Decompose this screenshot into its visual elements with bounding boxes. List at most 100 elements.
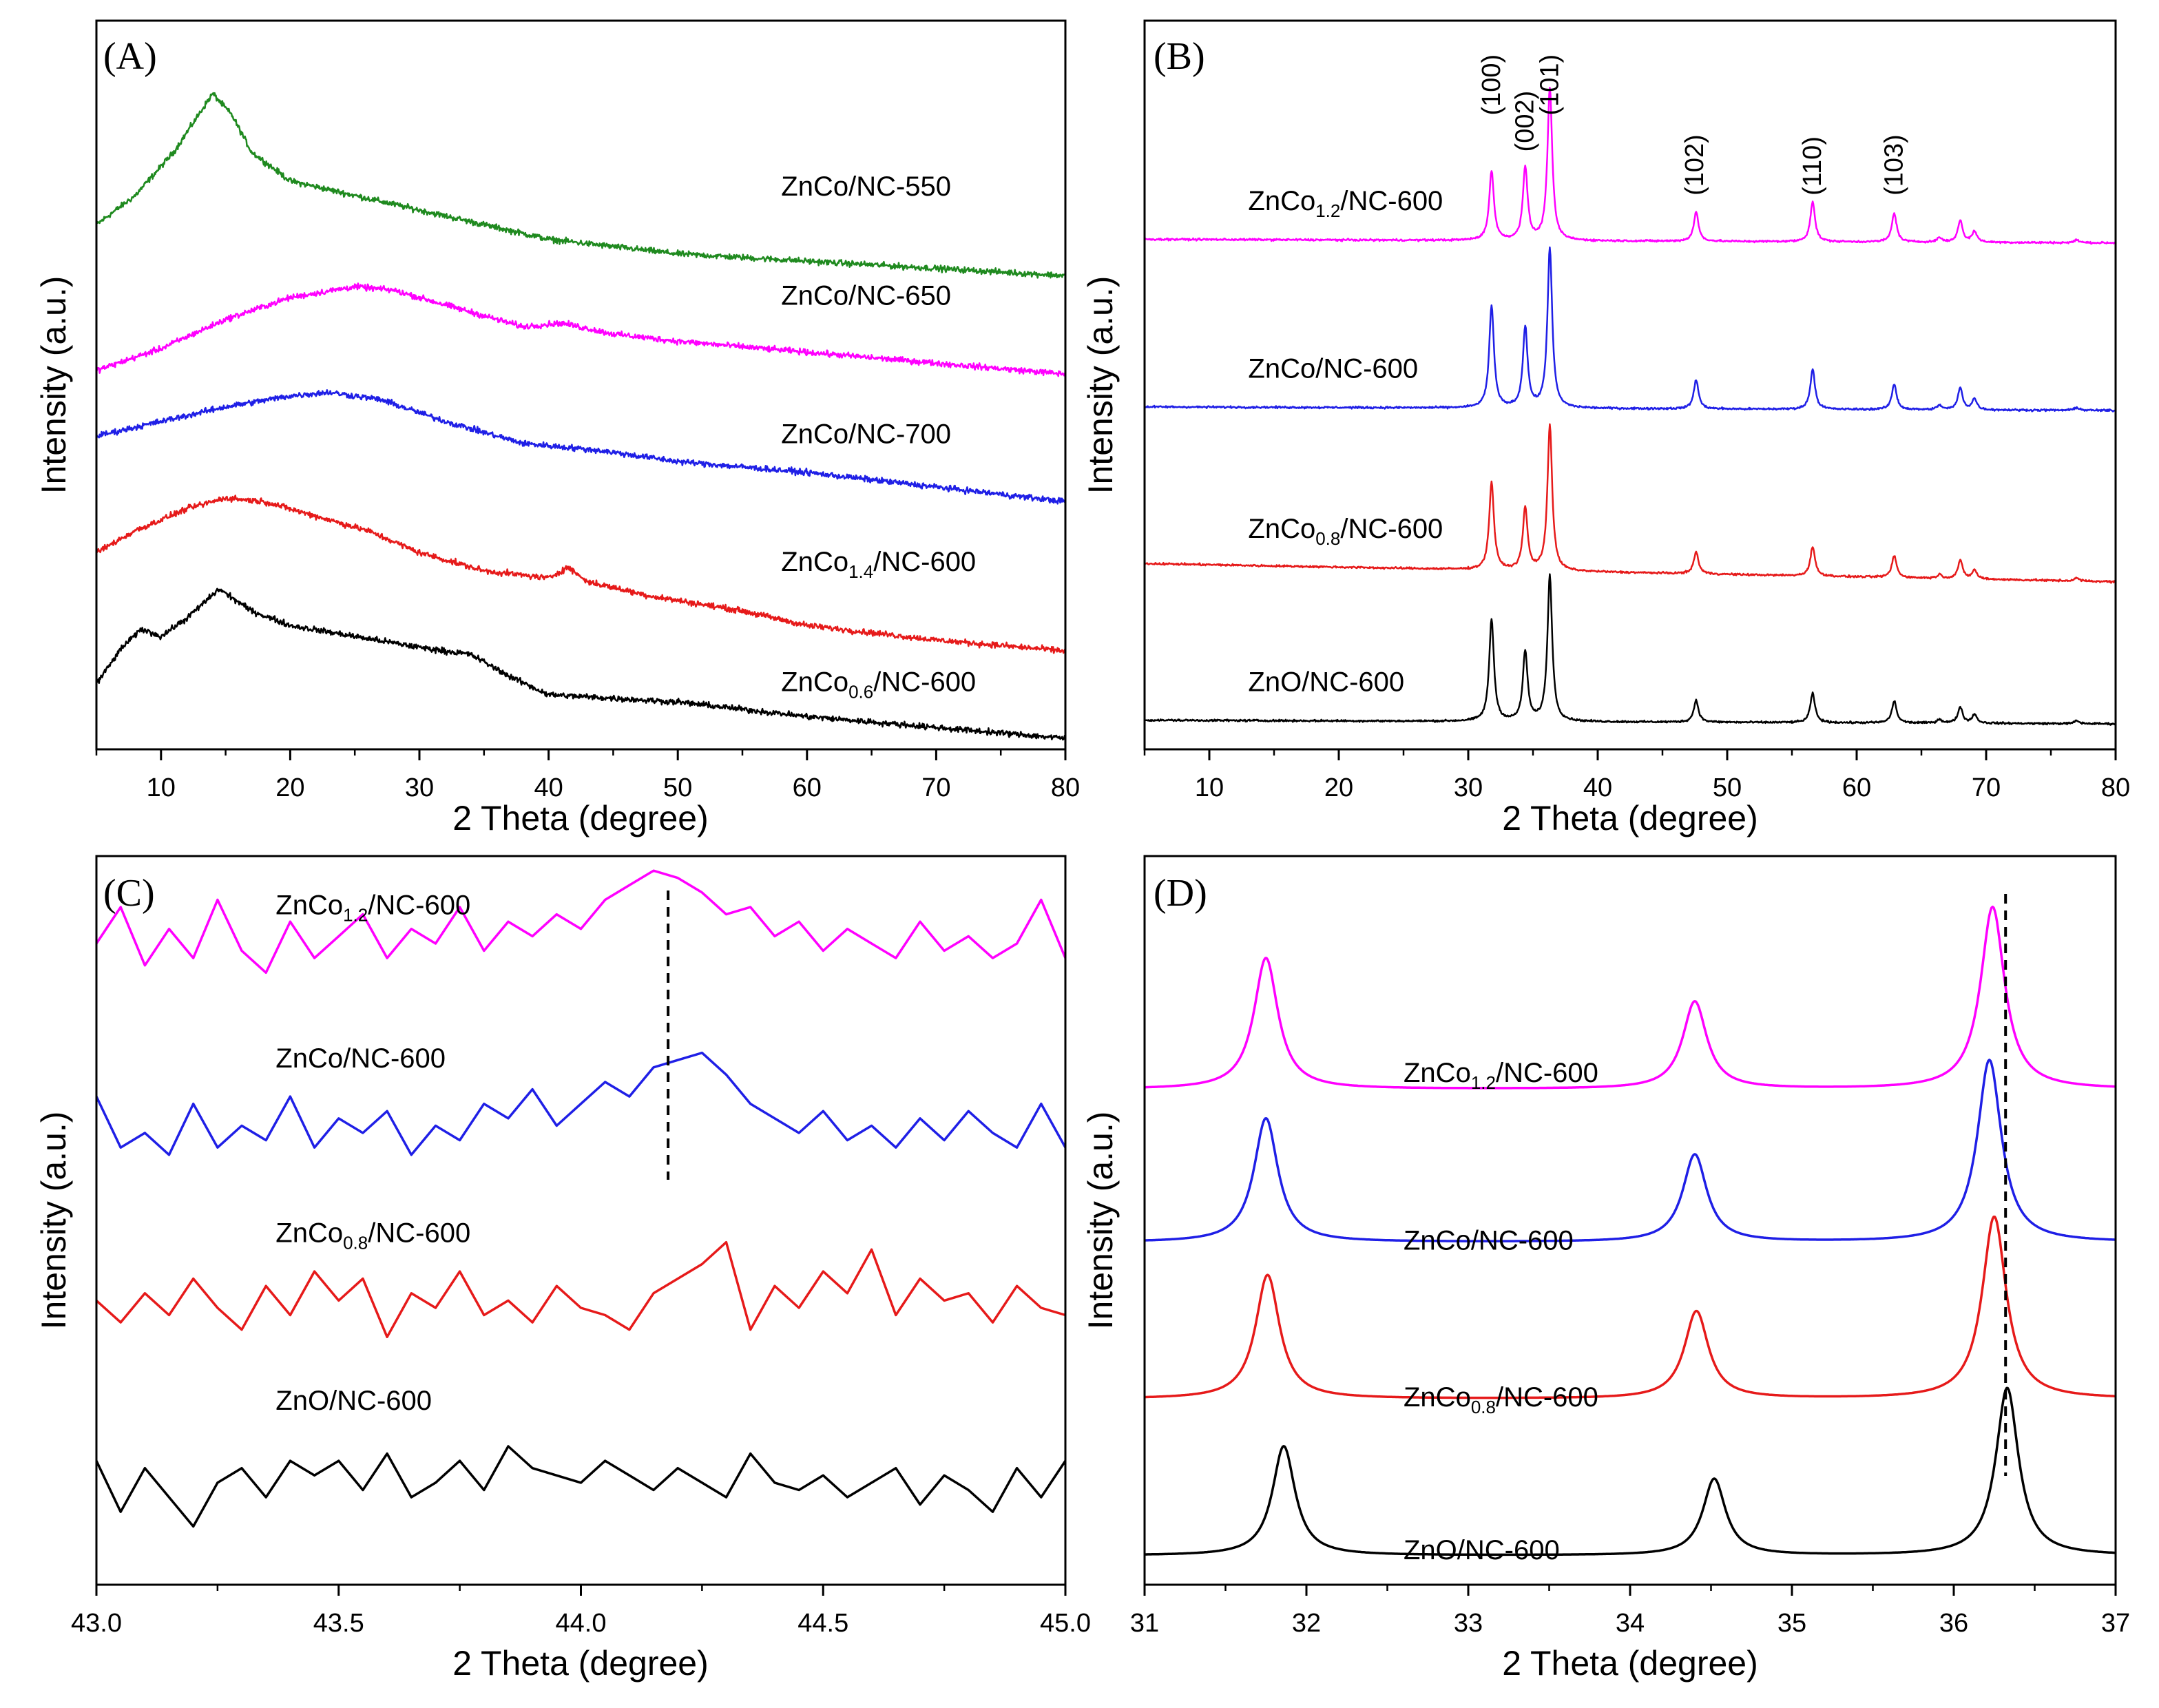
series-label-prefix: ZnO/NC-600 [275,1386,432,1416]
series-label-subscript: 1.2 [343,905,368,926]
series-label-suffix: /NC-600 [873,667,976,697]
series-label-prefix: ZnO/NC-600 [1404,1535,1560,1565]
series-label-prefix: ZnCo [1404,1382,1471,1413]
panel-b-x-tick-label: 60 [1842,773,1871,802]
panel-b: (100)(002)(101)(102) (110) (103)ZnCo1.2/NC… [1081,19,2130,837]
panel-a-x-tick-label: 30 [405,773,434,802]
panel-c-label: (C) [103,872,155,915]
series-label-prefix: ZnCo/NC-550 [781,171,951,202]
series-label-suffix: /NC-600 [368,1218,470,1249]
panel-c: ZnCo1.2/NC-600ZnCo/NC-600ZnCo0.8/NC-600Z… [34,855,1091,1683]
series-label-prefix: ZnCo/NC-700 [781,419,951,450]
series-label-suffix: /NC-600 [1496,1382,1598,1413]
panel-c-series-zno-nc-600 [95,1445,1067,1528]
panel-b-series-label-1: ZnCo/NC-600 [1248,353,1418,384]
panel-d-series-label-3: ZnO/NC-600 [1404,1535,1560,1565]
panel-c-x-tick-label: 44.5 [797,1609,848,1638]
panel-a-series-label-4: ZnCo0.6/NC-600 [781,667,976,702]
panel-b-series-znco0-8-nc-600 [1144,423,2117,584]
series-label-suffix: /NC-600 [873,547,976,577]
panel-c-series-znco-nc-600 [95,1051,1067,1156]
panel-d-x-ticks: 31 32 33 34 35 36 37 [1130,1585,2130,1638]
panel-a-y-axis-label: Intensity (a.u.) [34,276,73,494]
panel-b-series-label-2: ZnCo0.8/NC-600 [1248,514,1443,549]
panel-a-x-tick-label: 80 [1051,773,1080,802]
panel-d-label: (D) [1154,872,1207,915]
panel-c-x-tick-label: 45.0 [1040,1609,1091,1638]
panel-a-series-znco-nc-700 [95,389,1066,505]
panel-a-x-tick-label: 20 [275,773,304,802]
panel-b-peak-label-3: (102) [1680,134,1709,196]
panel-a-label: (A) [103,35,157,78]
panel-a-series-label-2: ZnCo/NC-700 [781,419,951,450]
panel-d-y-axis-label: Intensity (a.u.) [1081,1112,1120,1330]
panel-d-x-tick-label: 32 [1292,1609,1321,1638]
panel-d-series-label-2: ZnCo0.8/NC-600 [1404,1382,1598,1417]
panel-d-x-tick-label: 35 [1777,1609,1806,1638]
panel-d-x-tick-label: 33 [1454,1609,1483,1638]
series-label-prefix: ZnCo/NC-650 [781,281,951,311]
panel-d-series-znco-nc-600 [1144,1059,2116,1242]
panel-a-x-ticks: 10 20 30 40 50 60 70 80 [95,749,1080,802]
panel-c-y-axis-label: Intensity (a.u.) [34,1112,73,1330]
series-label-prefix: ZnCo [781,547,848,577]
panel-b-peak-label-0: (100) [1477,54,1506,116]
panel-d-x-tick-label: 36 [1939,1609,1968,1638]
series-label-subscript: 0.8 [343,1233,368,1253]
panel-a-series-label-0: ZnCo/NC-550 [781,171,951,202]
panel-d-x-tick-label: 34 [1616,1609,1645,1638]
series-label-subscript: 1.4 [848,561,873,582]
panel-b-series-znco1-2-nc-600 [1143,86,2116,245]
series-label-prefix: ZnCo [1248,514,1315,544]
panel-b-x-tick-label: 70 [1972,773,2001,802]
panel-c-x-tick-label: 44.0 [556,1609,607,1638]
panel-b-series-zno-nc-600 [1144,573,2116,726]
panel-a-plot: ZnCo/NC-550ZnCo/NC-650ZnCo/NC-700ZnCo1.4… [95,92,1067,741]
panel-a-series-label-3: ZnCo1.4/NC-600 [781,547,976,582]
panel-a-x-tick-label: 50 [663,773,692,802]
panel-b-series-label-3: ZnO/NC-600 [1248,667,1404,697]
panel-c-series-label-2: ZnCo0.8/NC-600 [275,1218,470,1253]
panel-a-series-label-1: ZnCo/NC-650 [781,281,951,311]
series-label-suffix: /NC-600 [1340,186,1443,216]
series-label-prefix: ZnCo/NC-600 [1404,1225,1574,1256]
panel-d-x-tick-label: 31 [1130,1609,1159,1638]
panel-a-x-tick-label: 60 [793,773,822,802]
series-label-prefix: ZnO/NC-600 [1248,667,1404,697]
panel-b-peak-label-2: (101) [1535,54,1564,116]
series-label-prefix: ZnCo [1248,186,1315,216]
panel-b-x-tick-label: 40 [1583,773,1612,802]
panel-b-series-znco-nc-600 [1144,246,2116,413]
panel-c-series-label-0: ZnCo1.2/NC-600 [275,891,470,926]
series-label-prefix: ZnCo [781,667,848,697]
panel-b-x-tick-label: 50 [1713,773,1742,802]
panel-d: ZnCo1.2/NC-600ZnCo/NC-600ZnCo0.8/NC-600Z… [1081,855,2130,1683]
panel-c-series-znco1-2-nc-600 [95,869,1067,975]
panel-c-series-label-3: ZnO/NC-600 [275,1386,432,1416]
panel-a: ZnCo/NC-550ZnCo/NC-650ZnCo/NC-700ZnCo1.4… [34,19,1080,837]
panel-d-x-tick-label: 37 [2101,1609,2130,1638]
panel-a-x-tick-label: 40 [534,773,563,802]
panel-c-x-axis-label: 2 Theta (degree) [452,1644,709,1683]
panel-d-plot: ZnCo1.2/NC-600ZnCo/NC-600ZnCo0.8/NC-600Z… [1144,894,2116,1565]
series-label-prefix: ZnCo [275,1218,343,1249]
panel-b-x-tick-label: 30 [1454,773,1483,802]
panel-b-series-label-0: ZnCo1.2/NC-600 [1248,186,1443,221]
series-label-suffix: /NC-600 [368,891,470,921]
series-label-prefix: ZnCo [1404,1058,1471,1088]
panel-b-x-tick-label: 20 [1324,773,1353,802]
panel-b-x-tick-label: 80 [2101,773,2130,802]
panel-b-plot: (100)(002)(101)(102) (110) (103)ZnCo1.2/NC… [1143,54,2117,726]
panel-c-x-tick-label: 43.5 [313,1609,364,1638]
panel-a-x-tick-label: 70 [921,773,950,802]
panel-c-plot: ZnCo1.2/NC-600ZnCo/NC-600ZnCo0.8/NC-600Z… [95,869,1067,1528]
panel-c-x-tick-label: 43.0 [71,1609,122,1638]
panel-b-x-tick-label: 10 [1195,773,1224,802]
panel-c-series-znco0-8-nc-600 [95,1240,1066,1339]
panel-d-series-label-0: ZnCo1.2/NC-600 [1404,1058,1598,1093]
panel-b-peak-label-5: (103) [1880,134,1909,196]
series-label-suffix: /NC-600 [1496,1058,1598,1088]
panel-a-x-tick-label: 10 [147,773,176,802]
